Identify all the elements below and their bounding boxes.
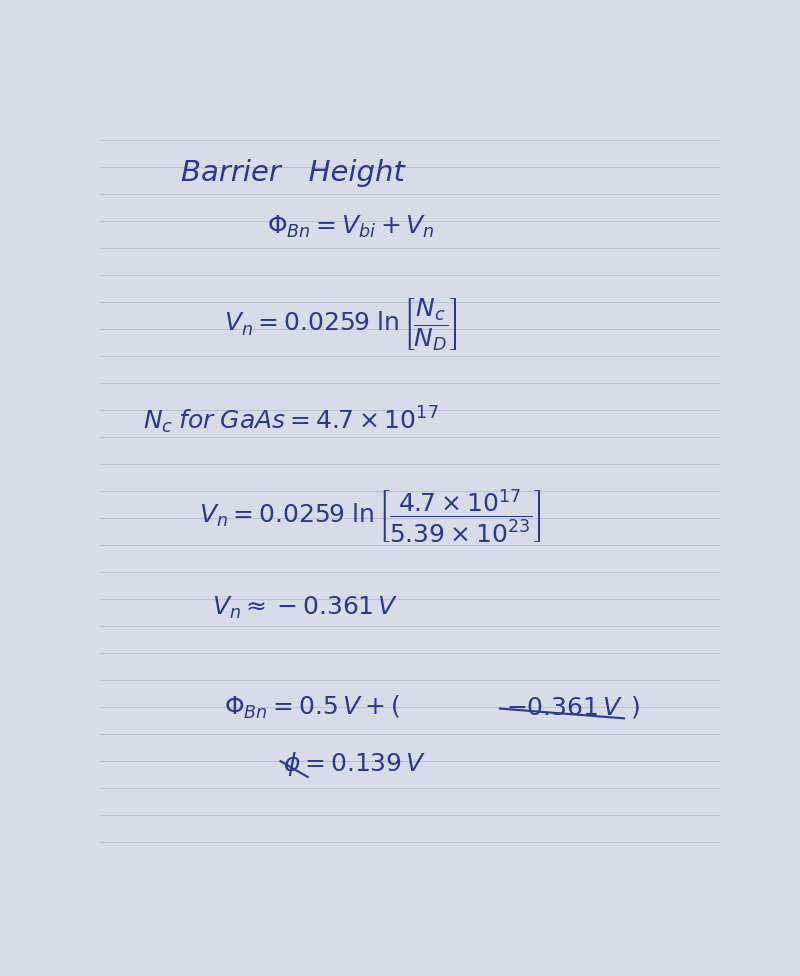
Text: $\Phi_{Bn} = 0.5\,V + ($: $\Phi_{Bn} = 0.5\,V + ($ [224, 694, 400, 721]
Text: $V_n = 0.0259\; \ln \left[\dfrac{N_c}{N_D}\right]$: $V_n = 0.0259\; \ln \left[\dfrac{N_c}{N_… [224, 297, 458, 352]
Text: $\phi = 0.139\,V$: $\phi = 0.139\,V$ [283, 750, 426, 778]
Text: $)$: $)$ [630, 694, 640, 720]
Text: Barrier   Height: Barrier Height [181, 159, 405, 187]
Text: $V_n \approx -0.361\,V$: $V_n \approx -0.361\,V$ [211, 594, 398, 621]
Text: $-0.361\,V$: $-0.361\,V$ [506, 696, 623, 719]
Text: $V_n = 0.0259\; \ln \left[\dfrac{4.7 \times 10^{17}}{5.39 \times 10^{23}}\right]: $V_n = 0.0259\; \ln \left[\dfrac{4.7 \ti… [199, 488, 542, 545]
Text: $\Phi_{Bn} = V_{bi} + V_n$: $\Phi_{Bn} = V_{bi} + V_n$ [267, 214, 435, 240]
Text: $N_c\; for\; GaAs = 4.7 \times 10^{17}$: $N_c\; for\; GaAs = 4.7 \times 10^{17}$ [143, 404, 439, 435]
